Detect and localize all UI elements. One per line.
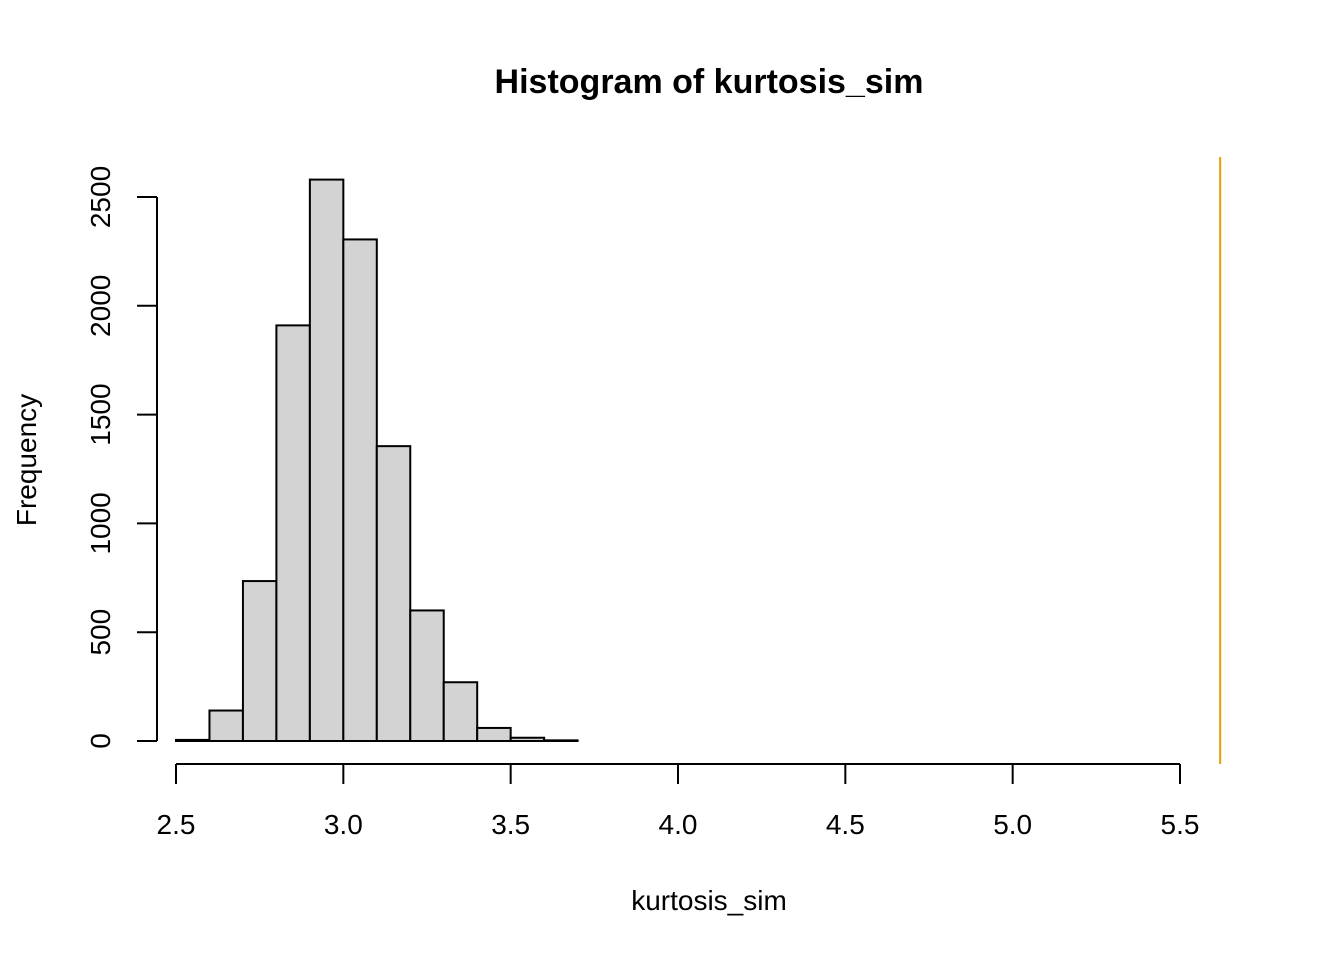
x-axis-label: kurtosis_sim [631, 885, 787, 916]
histogram-bar-6 [375, 445, 412, 742]
x-tick-label: 4.5 [826, 809, 865, 840]
x-tick-label: 2.5 [157, 809, 196, 840]
histogram-bar-0 [175, 738, 211, 742]
histogram-bar-10 [509, 736, 546, 743]
y-tick-label: 0 [85, 733, 116, 749]
x-tick-label: 5.5 [1161, 809, 1200, 840]
x-tick-label: 5.0 [993, 809, 1032, 840]
y-tick-label: 500 [85, 609, 116, 656]
histogram-bar-4 [308, 178, 345, 743]
histogram-bar-9 [476, 726, 512, 742]
y-tick-label: 2500 [85, 166, 116, 228]
histogram-bar-11 [543, 739, 579, 743]
y-axis: 0 500 1000 1500 2000 2500 [85, 166, 158, 749]
x-axis: 2.5 3.0 3.5 4.0 4.5 5.0 5.5 [157, 763, 1200, 840]
y-tick-label: 1000 [85, 492, 116, 554]
chart-title: Histogram of kurtosis_sim [495, 63, 924, 101]
y-tick-label: 1500 [85, 383, 116, 445]
histogram-bar-8 [442, 681, 479, 742]
histogram-bar-2 [241, 580, 278, 743]
histogram-bar-5 [342, 238, 378, 742]
histogram-bars [175, 178, 579, 743]
histogram-bar-3 [275, 324, 311, 742]
histogram-bar-7 [409, 609, 445, 742]
x-tick-label: 3.5 [491, 809, 530, 840]
x-tick-label: 3.0 [324, 809, 363, 840]
x-tick-label: 4.0 [659, 809, 698, 840]
y-tick-label: 2000 [85, 275, 116, 337]
y-axis-label: Frequency [11, 394, 42, 526]
histogram-bar-1 [208, 709, 244, 743]
